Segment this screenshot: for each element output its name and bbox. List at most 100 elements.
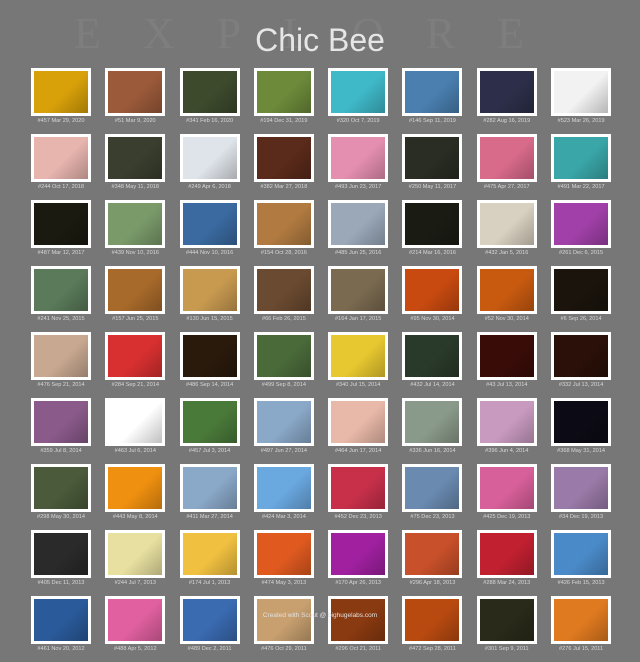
photo-thumbnail[interactable]	[476, 596, 537, 644]
photo-thumbnail[interactable]	[31, 596, 91, 644]
photo-tile[interactable]: #336 Jun 16, 2014	[402, 398, 463, 464]
photo-thumbnail[interactable]	[328, 266, 389, 314]
photo-thumbnail[interactable]	[31, 134, 91, 182]
photo-tile[interactable]: #359 Jul 8, 2014	[31, 398, 91, 464]
photo-thumbnail[interactable]	[476, 266, 537, 314]
photo-tile[interactable]: #463 Jul 6, 2014	[105, 398, 166, 464]
photo-tile[interactable]: #439 Nov 10, 2016	[105, 200, 166, 266]
photo-tile[interactable]: #301 Sep 9, 2011	[476, 596, 537, 662]
photo-thumbnail[interactable]	[402, 266, 463, 314]
photo-thumbnail[interactable]	[476, 68, 537, 116]
photo-thumbnail[interactable]	[179, 530, 240, 578]
photo-tile[interactable]: #249 Apr 6, 2018	[179, 134, 240, 200]
photo-thumbnail[interactable]	[179, 464, 240, 512]
photo-thumbnail[interactable]	[31, 332, 91, 380]
photo-tile[interactable]: #6 Sep 26, 2014	[551, 266, 612, 332]
photo-tile[interactable]: #174 Jul 1, 2013	[179, 530, 240, 596]
photo-thumbnail[interactable]	[551, 596, 612, 644]
photo-tile[interactable]: #368 May 31, 2014	[551, 398, 612, 464]
photo-tile[interactable]: #488 Apr 5, 2012	[105, 596, 166, 662]
photo-tile[interactable]: #497 Jun 27, 2014	[253, 398, 314, 464]
photo-tile[interactable]: #426 Feb 15, 2013	[551, 530, 612, 596]
photo-thumbnail[interactable]	[31, 530, 91, 578]
photo-tile[interactable]: #95 Nov 30, 2014	[402, 266, 463, 332]
photo-thumbnail[interactable]	[328, 596, 389, 644]
photo-tile[interactable]: #444 Nov 10, 2016	[179, 200, 240, 266]
photo-tile[interactable]: #425 Dec 19, 2013	[476, 464, 537, 530]
photo-tile[interactable]: #486 Sep 14, 2014	[179, 332, 240, 398]
photo-thumbnail[interactable]	[31, 68, 91, 116]
photo-tile[interactable]: #489 Dec 2, 2011	[179, 596, 240, 662]
photo-thumbnail[interactable]	[476, 332, 537, 380]
photo-tile[interactable]: #296 Apr 18, 2013	[402, 530, 463, 596]
photo-tile[interactable]: #432 Jan 5, 2016	[476, 200, 537, 266]
photo-thumbnail[interactable]	[476, 134, 537, 182]
photo-thumbnail[interactable]	[328, 530, 389, 578]
photo-tile[interactable]: #130 Jun 15, 2015	[179, 266, 240, 332]
photo-thumbnail[interactable]	[253, 530, 314, 578]
photo-thumbnail[interactable]	[31, 464, 91, 512]
photo-thumbnail[interactable]	[551, 266, 612, 314]
photo-thumbnail[interactable]	[105, 200, 166, 248]
photo-thumbnail[interactable]	[253, 200, 314, 248]
photo-thumbnail[interactable]	[179, 200, 240, 248]
photo-tile[interactable]: #332 Jul 13, 2014	[551, 332, 612, 398]
photo-tile[interactable]: #348 May 11, 2018	[105, 134, 166, 200]
photo-tile[interactable]: #52 Nov 30, 2014	[476, 266, 537, 332]
photo-tile[interactable]: #485 Jun 25, 2016	[328, 200, 389, 266]
photo-thumbnail[interactable]	[179, 266, 240, 314]
photo-thumbnail[interactable]	[551, 398, 612, 446]
photo-tile[interactable]: #241 Nov 25, 2015	[31, 266, 91, 332]
photo-tile[interactable]: #476 Sep 21, 2014	[31, 332, 91, 398]
photo-tile[interactable]: #298 May 30, 2014	[31, 464, 91, 530]
photo-tile[interactable]: #523 Mar 26, 2019	[551, 68, 612, 134]
photo-tile[interactable]: #457 Mar 29, 2020	[31, 68, 91, 134]
photo-thumbnail[interactable]	[328, 200, 389, 248]
photo-thumbnail[interactable]	[31, 266, 91, 314]
photo-tile[interactable]: #464 Jun 17, 2014	[328, 398, 389, 464]
photo-thumbnail[interactable]	[328, 464, 389, 512]
photo-tile[interactable]: #276 Jul 15, 2011	[551, 596, 612, 662]
photo-thumbnail[interactable]	[253, 68, 314, 116]
photo-tile[interactable]: #461 Nov 20, 2012	[31, 596, 91, 662]
photo-thumbnail[interactable]	[253, 596, 314, 644]
photo-tile[interactable]: #476 Oct 29, 2011	[253, 596, 314, 662]
photo-thumbnail[interactable]	[31, 200, 91, 248]
photo-thumbnail[interactable]	[328, 68, 389, 116]
photo-thumbnail[interactable]	[551, 200, 612, 248]
photo-tile[interactable]: #43 Jul 13, 2014	[476, 332, 537, 398]
photo-thumbnail[interactable]	[105, 68, 166, 116]
photo-thumbnail[interactable]	[551, 68, 612, 116]
photo-thumbnail[interactable]	[253, 464, 314, 512]
photo-thumbnail[interactable]	[179, 332, 240, 380]
photo-thumbnail[interactable]	[476, 200, 537, 248]
photo-thumbnail[interactable]	[105, 134, 166, 182]
photo-tile[interactable]: #284 Sep 21, 2014	[105, 332, 166, 398]
photo-tile[interactable]: #244 Oct 17, 2018	[31, 134, 91, 200]
photo-tile[interactable]: #424 Mar 3, 2014	[253, 464, 314, 530]
photo-tile[interactable]: #157 Jun 25, 2015	[105, 266, 166, 332]
photo-thumbnail[interactable]	[402, 68, 463, 116]
photo-tile[interactable]: #164 Jan 17, 2015	[328, 266, 389, 332]
photo-thumbnail[interactable]	[105, 332, 166, 380]
photo-thumbnail[interactable]	[402, 398, 463, 446]
photo-tile[interactable]: #250 May 11, 2017	[402, 134, 463, 200]
photo-thumbnail[interactable]	[179, 398, 240, 446]
photo-thumbnail[interactable]	[402, 596, 463, 644]
photo-tile[interactable]: #396 Jun 4, 2014	[476, 398, 537, 464]
photo-thumbnail[interactable]	[179, 596, 240, 644]
photo-tile[interactable]: #487 Mar 12, 2017	[31, 200, 91, 266]
photo-thumbnail[interactable]	[551, 332, 612, 380]
photo-tile[interactable]: #491 Mar 22, 2017	[551, 134, 612, 200]
photo-tile[interactable]: #214 Mar 16, 2016	[402, 200, 463, 266]
photo-thumbnail[interactable]	[328, 332, 389, 380]
photo-thumbnail[interactable]	[31, 398, 91, 446]
photo-tile[interactable]: #51 Mar 9, 2020	[105, 68, 166, 134]
photo-thumbnail[interactable]	[105, 398, 166, 446]
photo-tile[interactable]: #382 Mar 27, 2018	[253, 134, 314, 200]
photo-thumbnail[interactable]	[179, 68, 240, 116]
photo-tile[interactable]: #288 Mar 24, 2013	[476, 530, 537, 596]
photo-tile[interactable]: #341 Feb 16, 2020	[179, 68, 240, 134]
photo-tile[interactable]: #475 Apr 27, 2017	[476, 134, 537, 200]
photo-thumbnail[interactable]	[551, 530, 612, 578]
